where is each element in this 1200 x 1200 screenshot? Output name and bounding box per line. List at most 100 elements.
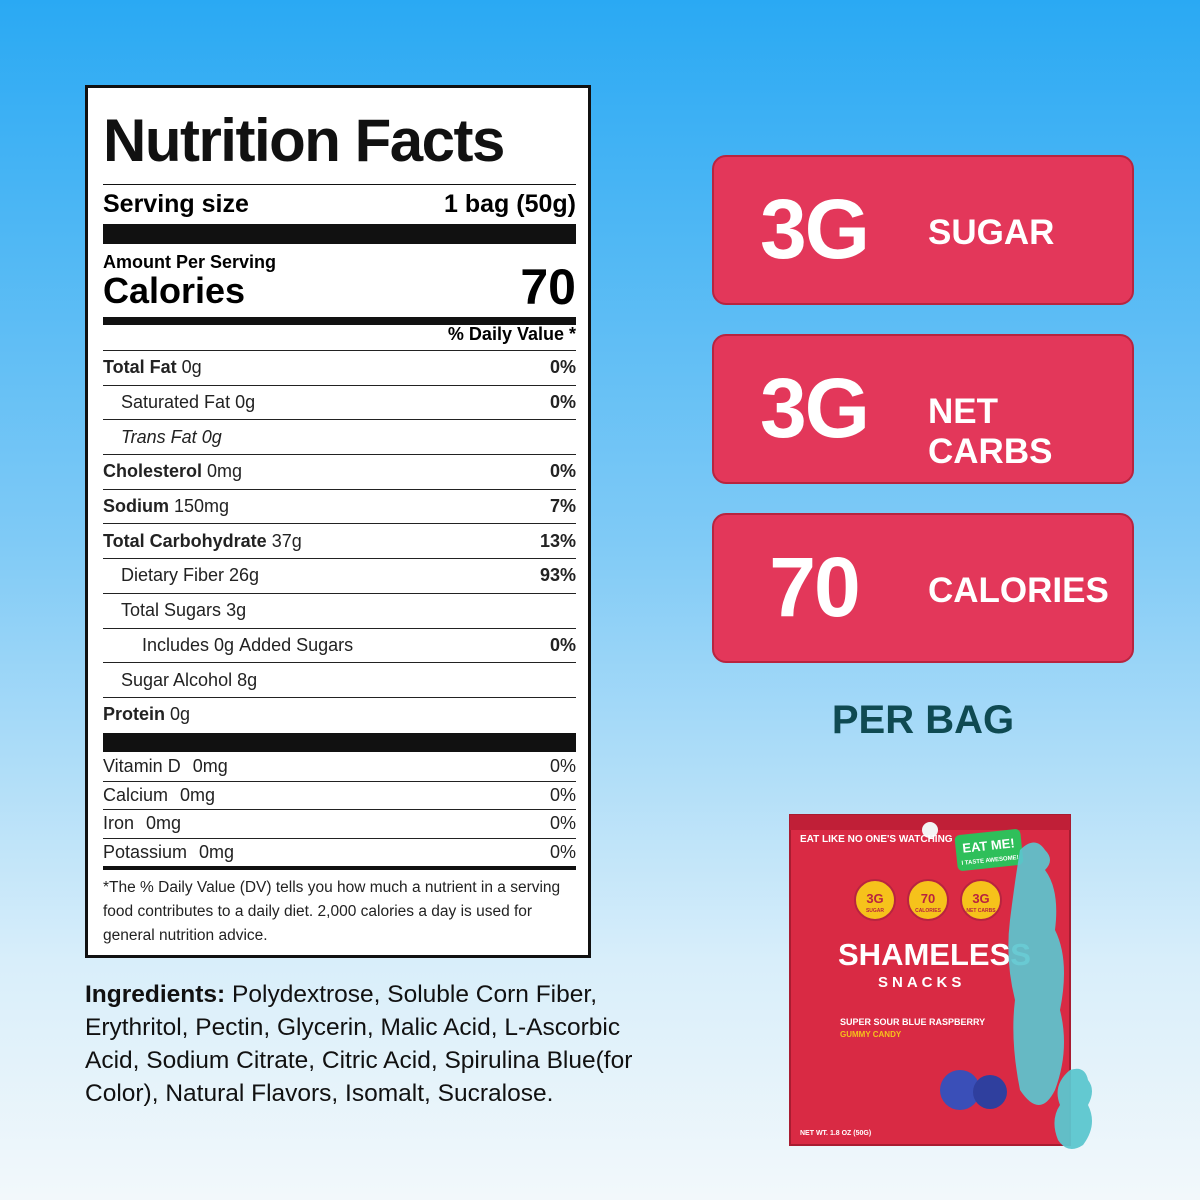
product-bag: EAT LIKE NO ONE'S WATCHING EAT ME! I TAS…	[789, 814, 1092, 1149]
nutrient-amount: 0g	[214, 634, 235, 655]
badge: 70 CALORIES	[712, 513, 1134, 663]
nutrient-amount: 8g	[237, 669, 258, 690]
nutrient-row: Total Sugars 3g	[103, 592, 576, 628]
vitamin-dv: 0%	[549, 813, 576, 834]
badge: 3G SUGAR	[712, 155, 1134, 305]
badge-label: NET CARBS	[928, 392, 1053, 471]
nutrient-label: Sugar Alcohol	[121, 669, 233, 690]
nutrient-label: Total Fat	[103, 357, 177, 378]
vitamin-row: Calcium 0mg 0%	[103, 782, 576, 810]
calories-value: 70	[520, 259, 576, 315]
nutrient-amount: 0g	[181, 357, 202, 378]
nutrient-row: Total Carbohydrate 37g 13%	[103, 523, 576, 558]
nutrient-row: Dietary Fiber 26g 93%	[103, 558, 576, 593]
stat-circle	[854, 879, 896, 921]
nutrient-amount: 0g	[170, 704, 191, 725]
nutrient-label: Protein	[103, 704, 166, 725]
thick-rule	[103, 224, 576, 244]
daily-value-header: % Daily Value *	[447, 324, 576, 344]
nutrient-dv: 7%	[549, 496, 576, 517]
nutrient-amount: 37g	[271, 530, 302, 551]
stat-circle	[960, 879, 1002, 921]
gummy	[1054, 1068, 1092, 1149]
label-title: Nutrition Facts	[103, 107, 505, 174]
nutrient-label: Saturated Fat	[121, 392, 231, 413]
net-weight: NET WT. 1.8 OZ (50G)	[800, 1130, 871, 1137]
nutrient-dv: 13%	[539, 530, 576, 551]
vitamin-row: Potassium 0mg 0%	[103, 839, 576, 870]
badge-value: 3G	[759, 361, 870, 455]
stat-value: 3G	[866, 891, 883, 906]
badge-label: CALORIES	[928, 571, 1109, 610]
nutrient-amount: 0g	[235, 392, 256, 413]
stat-label: SUGAR	[866, 908, 884, 914]
vitamin-dv: 0%	[549, 756, 576, 777]
vitamin-rows: Vitamin D 0mg 0% Calcium 0mg 0% Iron 0mg 0% Po…	[103, 753, 576, 870]
flavor: SUPER SOUR BLUE RASPBERRY	[840, 1017, 985, 1027]
serving-value: 1 bag (50g)	[444, 190, 576, 218]
berry	[940, 1070, 980, 1110]
nutrient-label: Trans Fat	[121, 426, 197, 447]
ingredients-text: Polydextrose, Soluble Corn Fiber, Erythr…	[85, 981, 633, 1107]
nutrient-row: Total Fat 0g 0%	[103, 350, 576, 385]
vitamin-amount: 0mg	[180, 784, 216, 805]
vitamin-label: Calcium	[103, 784, 169, 805]
nutrient-label: Dietary Fiber	[121, 565, 225, 586]
vitamin-row: Vitamin D 0mg 0%	[103, 753, 576, 782]
vitamin-dv: 0%	[549, 784, 576, 805]
nutrient-row: Cholesterol 0mg 0%	[103, 454, 576, 489]
nutrient-row: Trans Fat 0g	[103, 419, 576, 454]
nutrition-label: Nutrition Facts Serving size 1 bag (50g)…	[85, 85, 591, 958]
nutrient-label: Cholesterol	[103, 461, 203, 482]
bag-hole	[922, 822, 938, 838]
badge-value: 3G	[759, 182, 870, 276]
candy-type: GUMMY CANDY	[840, 1030, 902, 1039]
sticker-sub: I TASTE AWESOME!	[961, 855, 1019, 867]
stat-label: CALORIES	[915, 908, 942, 914]
nutrient-amount: 0mg	[207, 461, 243, 482]
berry	[973, 1075, 1007, 1109]
sticker-text: EAT ME!	[962, 835, 1016, 855]
stat-label: NET CARBS	[966, 908, 996, 914]
vitamin-label: Iron	[103, 813, 135, 834]
vitamin-amount: 0mg	[146, 813, 182, 834]
ingredients: Ingredients: Polydextrose, Soluble Corn …	[85, 978, 675, 1110]
nutrient-row: Protein 0g	[103, 696, 576, 732]
nutrient-dv: 0%	[549, 461, 576, 482]
per-bag: PER BAG	[831, 698, 1015, 742]
nutrient-rows: Total Fat 0g 0% Saturated Fat 0g 0% Trans Fa…	[103, 350, 576, 732]
thick-rule	[103, 733, 576, 752]
nutrient-label: Total Sugars	[121, 600, 222, 621]
gummy	[1008, 842, 1064, 1105]
stat-value: 70	[921, 891, 935, 906]
nutrient-dv: 0%	[549, 392, 576, 413]
ingredients-label: Ingredients:	[85, 981, 226, 1008]
nutrient-dv: 93%	[539, 565, 576, 586]
sticker	[954, 829, 1024, 871]
bag-tagline: EAT LIKE NO ONE'S WATCHING	[800, 834, 953, 845]
nutrient-label: Includes	[142, 634, 210, 655]
vitamin-label: Potassium	[103, 841, 188, 862]
stat-value: 3G	[972, 891, 989, 906]
nutrient-row: Sugar Alcohol 8g	[103, 662, 576, 697]
nutrient-row: Sodium 150mg 7%	[103, 488, 576, 524]
nutrient-row: Includes 0g Added Sugars 0%	[103, 627, 576, 663]
calories-label: Calories	[103, 270, 246, 311]
nutrient-amount: 3g	[226, 600, 247, 621]
vitamin-amount: 0mg	[199, 841, 235, 862]
medium-rule	[103, 317, 576, 325]
rule	[103, 184, 576, 185]
badge: 3G NET CARBS	[712, 334, 1134, 484]
nutrient-amount: 26g	[229, 565, 260, 586]
nutrient-row: Saturated Fat 0g 0%	[103, 384, 576, 420]
nutrient-label: Total Carbohydrate	[103, 530, 267, 551]
nutrient-suffix: Added Sugars	[239, 634, 354, 655]
nutrient-amount: 150mg	[174, 496, 230, 517]
vitamin-dv: 0%	[549, 841, 576, 862]
badge-value: 70	[769, 540, 860, 634]
footnote: *The % Daily Value (DV) tells you how mu…	[103, 879, 561, 944]
brand: SHAMELESS	[838, 937, 1031, 972]
badge-label: SUGAR	[928, 213, 1055, 252]
nutrient-label: Sodium	[103, 496, 169, 517]
vitamin-label: Vitamin D	[103, 756, 181, 777]
